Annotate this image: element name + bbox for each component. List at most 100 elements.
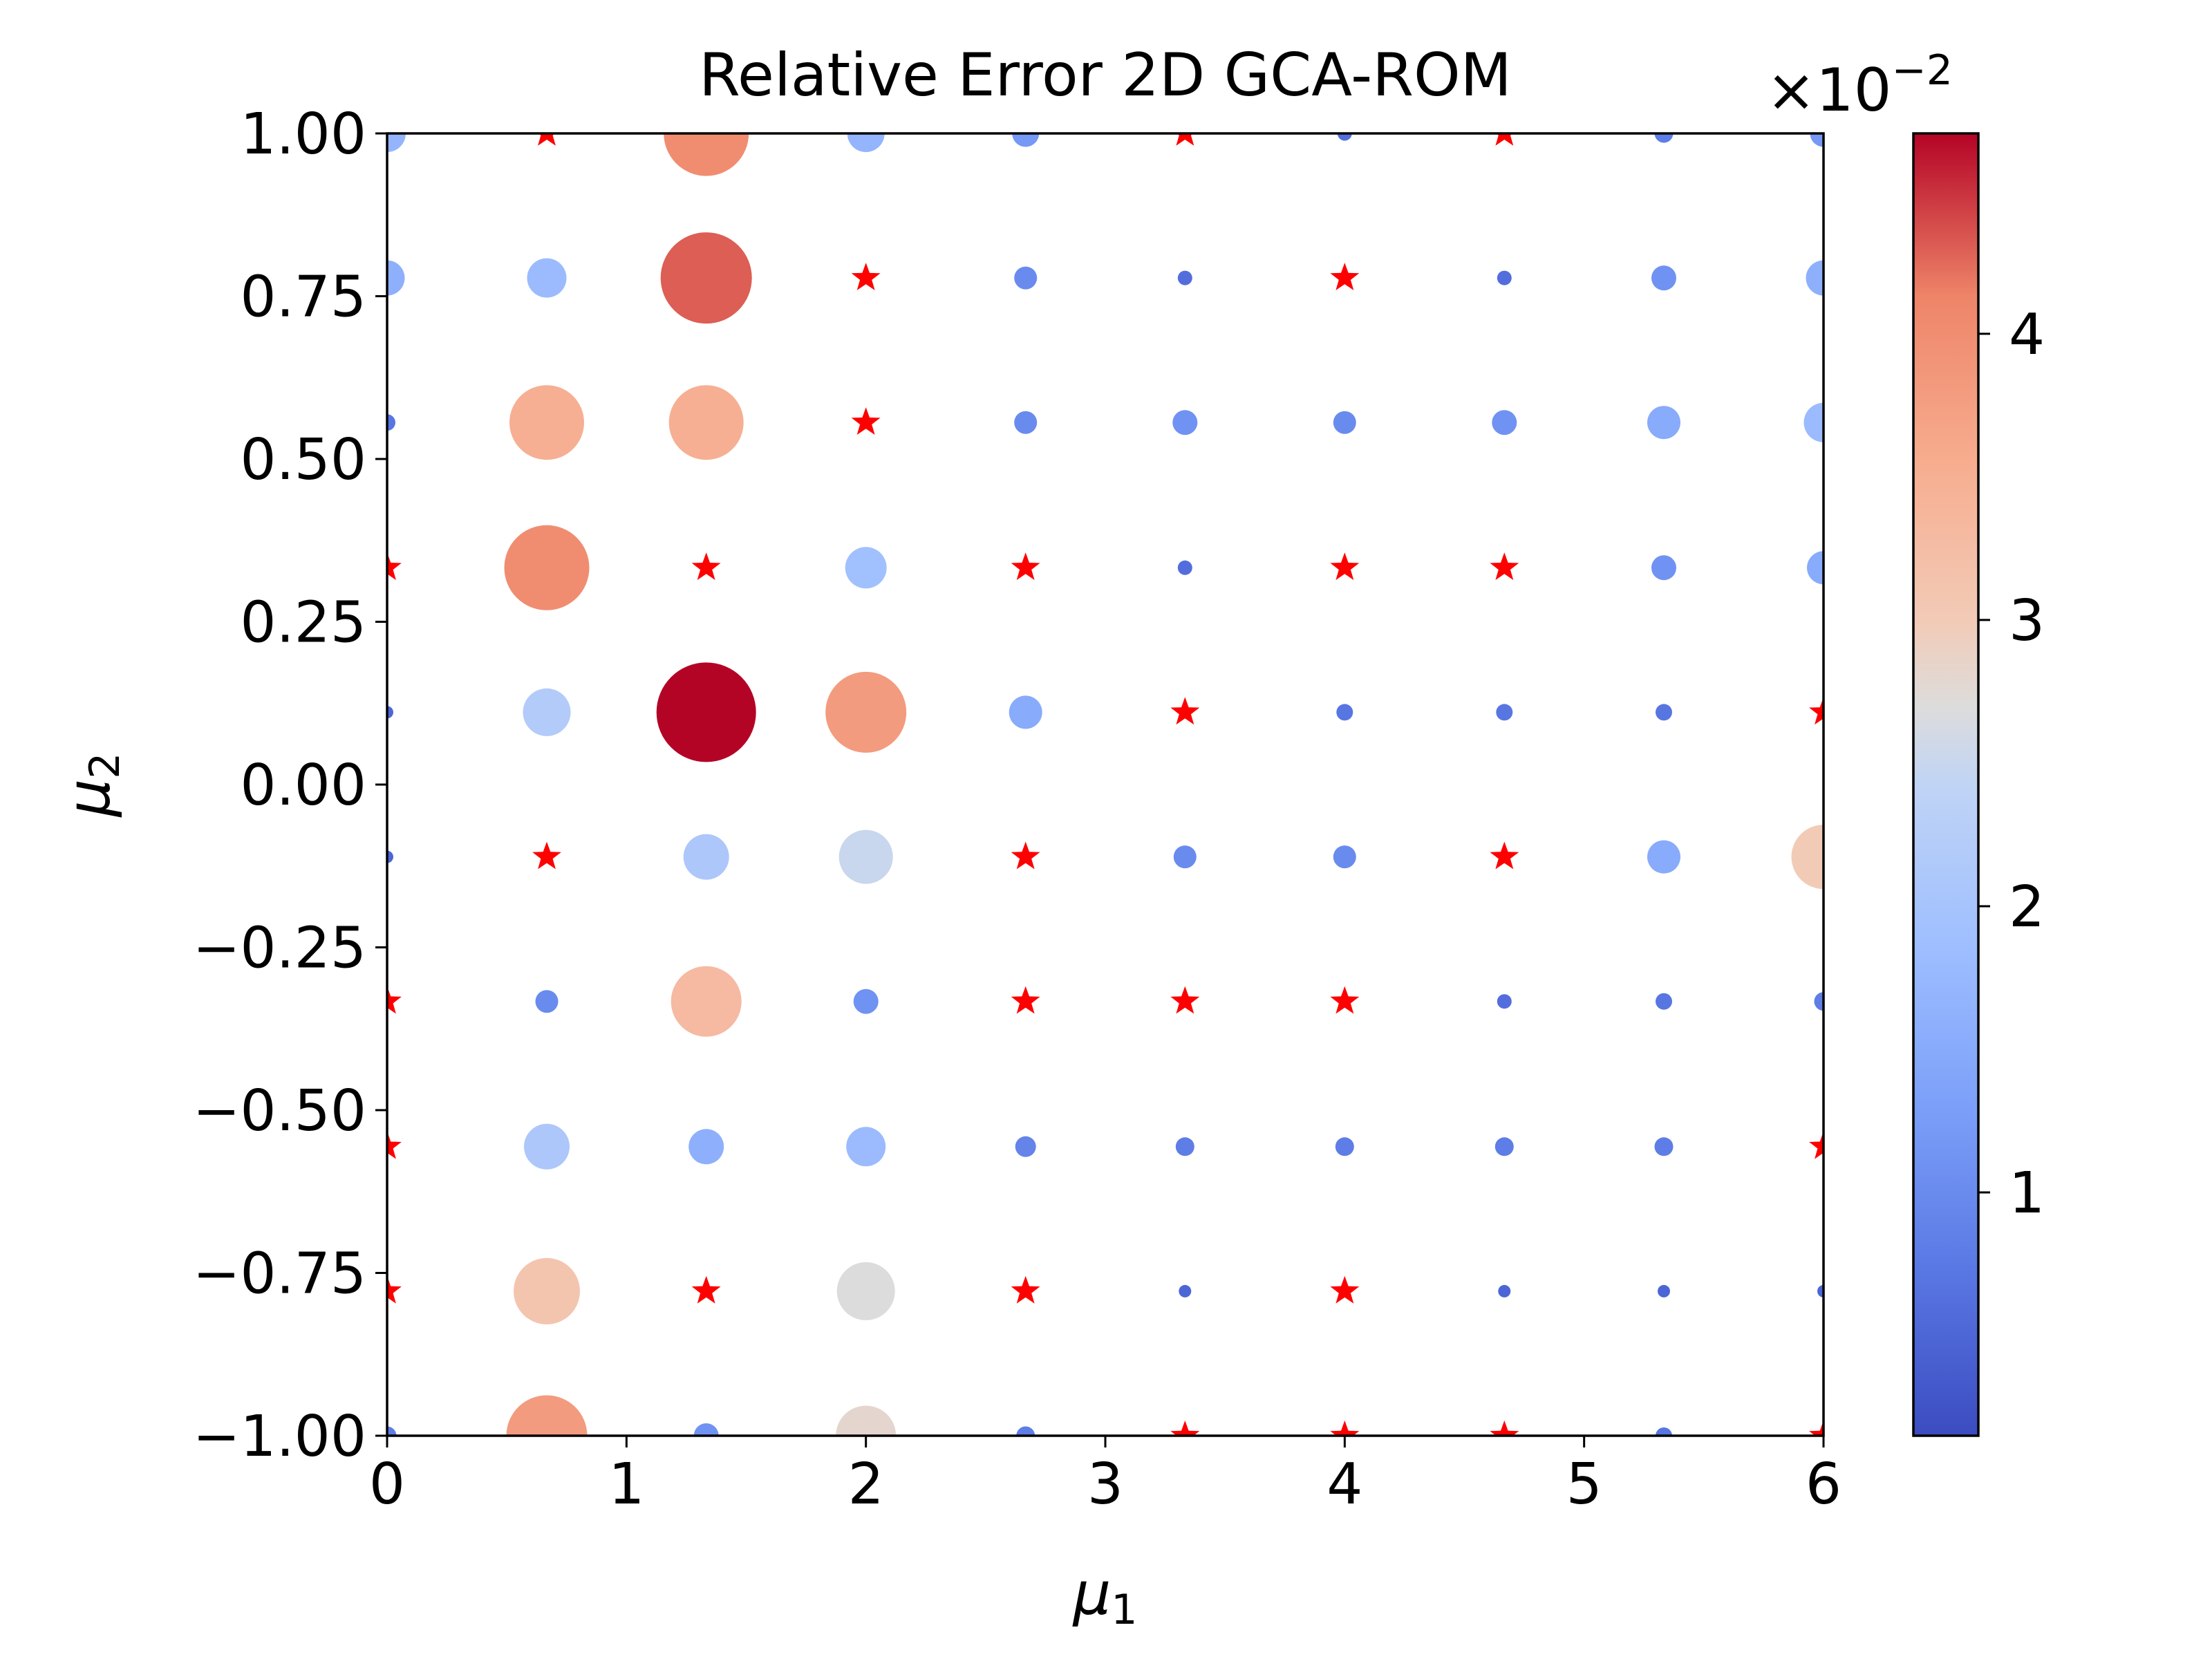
error-point — [1498, 1284, 1511, 1297]
error-point — [1172, 410, 1198, 435]
error-point — [1647, 406, 1680, 440]
training-point-marker — [538, 133, 556, 146]
error-point — [847, 133, 885, 152]
error-point — [668, 385, 744, 460]
error-point — [671, 966, 742, 1037]
x-tick-label: 5 — [1566, 1452, 1602, 1517]
error-point — [387, 133, 406, 152]
x-tick-label: 3 — [1087, 1452, 1123, 1517]
error-point — [1335, 1137, 1354, 1156]
error-point — [1016, 1426, 1035, 1436]
error-point — [1333, 411, 1356, 434]
x-tick-label: 2 — [848, 1452, 884, 1517]
error-point — [1009, 695, 1042, 729]
training-point-marker — [1330, 263, 1360, 290]
error-point — [660, 232, 752, 324]
colorbar-multiplier: ×10−2 — [1766, 46, 1953, 125]
training-point-marker — [851, 263, 881, 290]
training-point-marker — [851, 407, 881, 435]
error-point — [387, 414, 395, 431]
error-point — [387, 260, 405, 296]
error-point — [846, 1127, 886, 1167]
error-point — [1173, 845, 1197, 869]
error-point — [1179, 1284, 1192, 1297]
error-point — [1015, 1136, 1036, 1157]
colorbar-tick-label: 3 — [2009, 588, 2045, 654]
y-tick-label: 0.75 — [240, 265, 366, 330]
training-point-marker — [1490, 552, 1519, 581]
training-point-marker — [1011, 986, 1040, 1014]
error-point — [1656, 704, 1672, 721]
error-point — [1333, 845, 1356, 869]
training-point-marker — [1176, 133, 1194, 146]
training-point-marker — [1330, 986, 1360, 1014]
error-point — [1654, 1137, 1674, 1156]
error-point — [524, 1123, 570, 1170]
training-point-marker — [1170, 697, 1200, 725]
training-point-marker — [1170, 1421, 1200, 1436]
error-point — [1014, 266, 1038, 290]
data-points — [387, 133, 1824, 1436]
error-point — [506, 1395, 588, 1436]
x-tick-label: 1 — [608, 1452, 644, 1517]
y-tick-label: 0.00 — [240, 753, 366, 818]
y-tick-label: −1.00 — [193, 1404, 366, 1470]
colorbar-tick-label: 4 — [2009, 302, 2045, 368]
error-point — [1658, 1284, 1670, 1297]
error-point — [1014, 411, 1038, 434]
training-point-marker — [1490, 1421, 1519, 1436]
error-point — [1651, 265, 1676, 291]
x-axis-label: μ1 — [1072, 1559, 1138, 1634]
y-tick-label: 1.00 — [240, 102, 366, 167]
colorbar-tick-label: 2 — [2009, 874, 2045, 940]
error-point — [387, 850, 393, 863]
error-point — [1654, 133, 1674, 143]
error-point — [1497, 270, 1512, 285]
training-point-marker — [1809, 1421, 1824, 1436]
training-point-marker — [532, 841, 561, 870]
error-point — [1647, 840, 1680, 874]
error-point — [836, 1262, 895, 1320]
error-point — [523, 688, 571, 736]
error-point — [693, 1423, 719, 1436]
training-point-marker — [1330, 1421, 1360, 1436]
error-point — [1175, 1137, 1194, 1156]
error-point — [853, 988, 879, 1014]
error-point — [527, 258, 567, 298]
error-point — [1656, 993, 1672, 1010]
error-point — [1651, 555, 1676, 581]
error-point — [1803, 402, 1824, 442]
y-tick-label: −0.25 — [193, 916, 366, 982]
training-point-marker — [1330, 552, 1360, 581]
training-point-marker — [1011, 1275, 1040, 1304]
training-point-marker — [387, 1131, 402, 1159]
training-point-marker — [387, 552, 402, 581]
error-point — [509, 385, 584, 460]
error-point — [1497, 994, 1512, 1009]
training-point-marker — [387, 1275, 402, 1304]
training-point-marker — [1170, 986, 1200, 1014]
colorbar-ticks: 1 2 3 4 — [1978, 302, 2045, 1226]
error-point — [1791, 825, 1824, 890]
error-point — [1496, 704, 1513, 721]
x-tick-label: 0 — [369, 1452, 405, 1517]
error-point — [387, 706, 393, 719]
training-point-marker — [1011, 552, 1040, 581]
training-point-marker — [691, 1275, 721, 1304]
colorbar-tick-label: 1 — [2009, 1161, 2045, 1226]
error-point — [1817, 1284, 1824, 1297]
error-point — [1814, 992, 1824, 1011]
error-point — [845, 547, 887, 589]
error-point — [1810, 133, 1824, 147]
training-point-marker — [1809, 1131, 1824, 1159]
error-point — [1806, 260, 1824, 296]
training-point-marker — [1495, 133, 1514, 146]
error-point — [1492, 410, 1517, 435]
training-point-marker — [1011, 841, 1040, 870]
error-point — [514, 1257, 580, 1324]
error-point — [1337, 133, 1352, 141]
error-point — [664, 133, 749, 176]
error-point — [656, 662, 756, 762]
